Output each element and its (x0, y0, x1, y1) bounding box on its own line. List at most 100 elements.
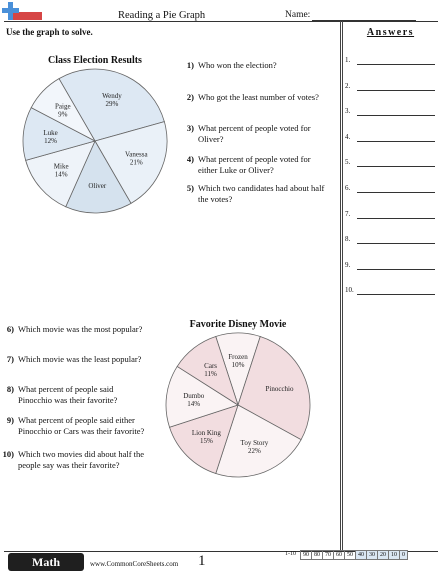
question-number: 3) (186, 123, 194, 133)
pie-slice (215, 404, 302, 478)
answer-row: 7. (345, 210, 435, 222)
slice-value: 12% (44, 137, 57, 145)
header-rule (4, 21, 438, 22)
answer-line[interactable] (357, 217, 435, 219)
question-text: Who won the election? (198, 60, 277, 70)
slice-label: Toy Story (241, 439, 269, 447)
answer-line[interactable] (357, 89, 435, 91)
slice-value: 15% (200, 437, 213, 445)
answer-line[interactable] (357, 268, 435, 270)
instructions: Use the graph to solve. (6, 27, 93, 37)
answer-number: 5. (345, 158, 351, 167)
pie-slice (169, 404, 239, 474)
answer-row: 1. (345, 56, 435, 68)
slice-value: 11% (204, 370, 217, 378)
pie-slice (165, 365, 239, 428)
slice-value: 10% (232, 361, 245, 369)
chart-title-election: Class Election Results (48, 55, 142, 66)
answer-number: 6. (345, 184, 351, 192)
answer-number: 3. (345, 107, 351, 116)
slice-label: Frozen (228, 353, 248, 361)
question-text: What percent of people said Pinocchio wa… (18, 384, 118, 405)
site-url: www.CommonCoreSheets.com (90, 560, 179, 568)
question-text: Which two candidates had about half the … (198, 183, 325, 204)
answer-row: 9. (345, 261, 435, 273)
question-number: 2) (186, 92, 194, 102)
pie-slice (94, 121, 168, 204)
question-number: 4) (186, 154, 194, 164)
question-number: 9) (6, 415, 14, 425)
slice-value: 14% (55, 171, 68, 179)
slice-label: Paige (55, 103, 71, 111)
question-text: What percent of people voted for either … (198, 154, 311, 175)
answer-line[interactable] (357, 166, 435, 168)
question-number: 6) (6, 324, 14, 334)
logo (2, 2, 42, 20)
slice-label: Wendy (102, 92, 122, 100)
page-number: 1 (198, 553, 206, 569)
question-number: 10) (2, 449, 14, 459)
answer-row: 10. (345, 286, 435, 298)
question-text: Which movie was the most popular? (18, 324, 143, 334)
answer-row: 6. (345, 184, 435, 196)
answer-number: 4. (345, 132, 351, 141)
pie-slice (237, 336, 311, 441)
answer-row: 4. (345, 133, 435, 145)
footer-rule (4, 551, 438, 552)
pie-slice (65, 140, 132, 214)
answer-line[interactable] (357, 140, 435, 142)
question-text: Who got the least number of votes? (198, 92, 319, 102)
answer-divider (340, 21, 341, 551)
answer-line[interactable] (357, 294, 435, 296)
answer-number: 10. (345, 286, 354, 295)
slice-value: 21% (130, 158, 143, 166)
pie-slice (176, 336, 239, 406)
answer-row: 3. (345, 107, 435, 119)
answer-row: 5. (345, 158, 435, 170)
answer-divider (342, 21, 343, 551)
answer-number: 7. (345, 209, 351, 218)
score-label: 1-10 (285, 551, 296, 557)
name-label: Name: (285, 10, 311, 20)
question-number: 7) (6, 354, 14, 364)
answer-row: 2. (345, 82, 435, 94)
slice-value: 29% (105, 100, 118, 108)
answer-number: 8. (345, 235, 351, 244)
answer-row: 8. (345, 235, 435, 247)
pie-slice (30, 78, 97, 142)
slice-label: Vanessa (125, 150, 148, 158)
slice-label: Pinocchio (266, 385, 294, 393)
answer-number: 2. (345, 81, 351, 90)
slice-label: Mike (54, 163, 69, 171)
question-text: Which two movies did about half the peop… (18, 449, 145, 470)
math-badge: Math (8, 553, 84, 571)
chart-title-disney: Favorite Disney Movie (189, 319, 287, 330)
answer-number: 1. (345, 56, 351, 64)
slice-label: Oliver (88, 182, 107, 190)
worksheet-title: Reading a Pie Graph (118, 10, 206, 21)
question-text: Which movie was the least popular? (18, 354, 142, 364)
slice-value: 9% (58, 111, 68, 119)
question-text: What percent of people said either Pinoc… (18, 415, 145, 436)
slice-value: 22% (248, 447, 261, 455)
question-number: 8) (6, 384, 14, 394)
answer-number: 9. (345, 260, 351, 269)
question-number: 1) (186, 60, 194, 70)
name-line[interactable] (312, 20, 416, 21)
slice-label: Lion King (192, 429, 221, 437)
slice-value: 14% (187, 400, 200, 408)
answer-line[interactable] (357, 192, 435, 193)
answer-line[interactable] (357, 243, 435, 245)
pie-slice (25, 140, 96, 208)
question-text: What percent of people voted for Oliver? (198, 123, 311, 144)
slice-label: Dumbo (183, 392, 205, 400)
score-table: 1-10 90 80 70 60 50 40 30 20 10 0 (284, 550, 408, 560)
score-cell: 0 (399, 550, 408, 560)
answer-line[interactable] (357, 115, 435, 117)
slice-label: Luke (43, 129, 57, 137)
question-number: 5) (186, 183, 194, 193)
answers-heading: Answers (366, 27, 415, 38)
answer-line[interactable] (357, 64, 435, 65)
